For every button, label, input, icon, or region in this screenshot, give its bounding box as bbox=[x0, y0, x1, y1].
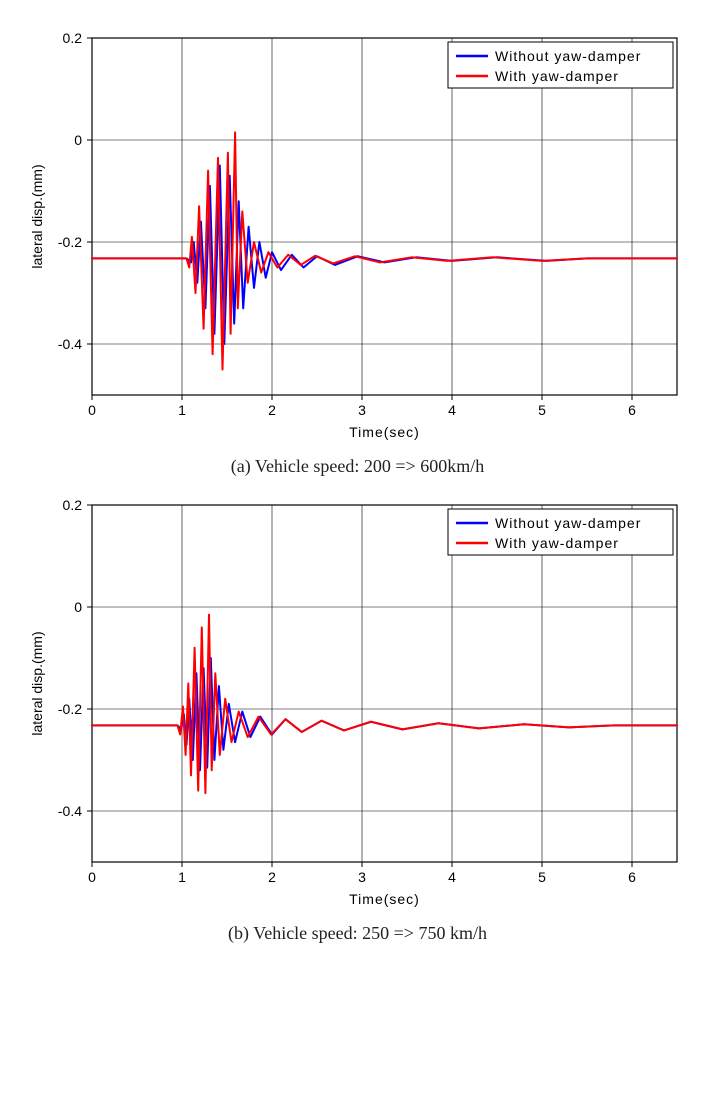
caption-a: (a) Vehicle speed: 200 => 600km/h bbox=[20, 456, 695, 477]
svg-text:1: 1 bbox=[178, 869, 186, 885]
svg-text:lateral disp.(mm): lateral disp.(mm) bbox=[29, 164, 45, 268]
svg-text:0: 0 bbox=[88, 869, 96, 885]
svg-text:Time(sec): Time(sec) bbox=[349, 424, 420, 440]
chart-b: 0 1 2 3 4 5 6 -0.4 -0.2 0 0.2 Time(sec) lateral disp… bbox=[20, 487, 695, 917]
svg-text:With yaw-damper: With yaw-damper bbox=[495, 68, 619, 84]
caption-b: (b) Vehicle speed: 250 => 750 km/h bbox=[20, 923, 695, 944]
svg-text:0.2: 0.2 bbox=[63, 497, 83, 513]
svg-text:-0.4: -0.4 bbox=[58, 336, 82, 352]
svg-text:-0.2: -0.2 bbox=[58, 701, 82, 717]
svg-text:lateral disp.(mm): lateral disp.(mm) bbox=[29, 631, 45, 735]
svg-text:-0.4: -0.4 bbox=[58, 803, 82, 819]
svg-text:Without yaw-damper: Without yaw-damper bbox=[495, 48, 641, 64]
svg-text:3: 3 bbox=[358, 402, 366, 418]
svg-text:5: 5 bbox=[538, 869, 546, 885]
chart-a-wrap: 0 1 2 3 4 5 6 -0.4 -0.2 0 0.2 Time(sec) lateral disp… bbox=[20, 20, 695, 477]
svg-text:Without yaw-damper: Without yaw-damper bbox=[495, 515, 641, 531]
svg-text:6: 6 bbox=[628, 402, 636, 418]
svg-text:6: 6 bbox=[628, 869, 636, 885]
svg-text:3: 3 bbox=[358, 869, 366, 885]
svg-text:Time(sec): Time(sec) bbox=[349, 891, 420, 907]
svg-text:0: 0 bbox=[88, 402, 96, 418]
svg-text:0: 0 bbox=[74, 599, 82, 615]
svg-text:5: 5 bbox=[538, 402, 546, 418]
svg-text:2: 2 bbox=[268, 869, 276, 885]
svg-text:2: 2 bbox=[268, 402, 276, 418]
svg-text:With yaw-damper: With yaw-damper bbox=[495, 535, 619, 551]
svg-text:1: 1 bbox=[178, 402, 186, 418]
chart-b-wrap: 0 1 2 3 4 5 6 -0.4 -0.2 0 0.2 Time(sec) lateral disp… bbox=[20, 487, 695, 944]
figure-container: 0 1 2 3 4 5 6 -0.4 -0.2 0 0.2 Time(sec) lateral disp… bbox=[20, 20, 695, 944]
chart-a: 0 1 2 3 4 5 6 -0.4 -0.2 0 0.2 Time(sec) lateral disp… bbox=[20, 20, 695, 450]
svg-text:4: 4 bbox=[448, 402, 456, 418]
svg-text:0.2: 0.2 bbox=[63, 30, 83, 46]
svg-text:4: 4 bbox=[448, 869, 456, 885]
svg-text:-0.2: -0.2 bbox=[58, 234, 82, 250]
svg-text:0: 0 bbox=[74, 132, 82, 148]
